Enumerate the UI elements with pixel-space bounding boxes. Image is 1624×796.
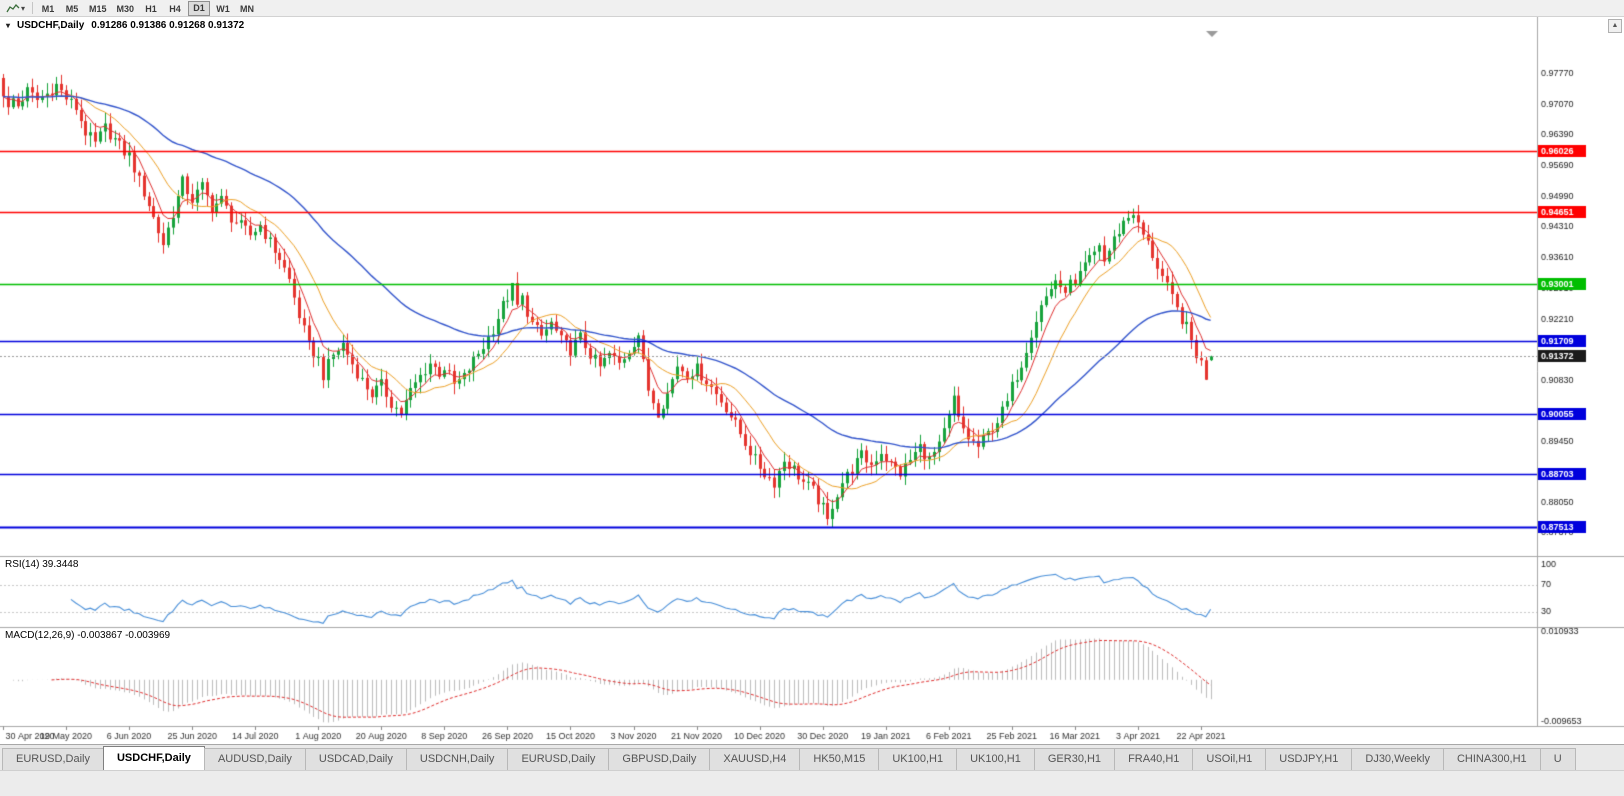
chart-ohlc-label: 0.91286 0.91386 0.91268 0.91372: [91, 20, 245, 31]
chart-tab-eurusd-daily[interactable]: EURUSD,Daily: [2, 748, 104, 770]
rsi-indicator-label: RSI(14) 39.3448: [5, 559, 79, 570]
chart-tab-fra40-h1[interactable]: FRA40,H1: [1114, 748, 1194, 770]
scrollbar-up-button[interactable]: ▲: [1608, 19, 1622, 33]
timeframe-button-h1[interactable]: H1: [145, 3, 157, 14]
chart-type-button[interactable]: ▾: [3, 1, 28, 16]
chart-tab-eurusd-daily[interactable]: EURUSD,Daily: [507, 748, 610, 770]
timeframe-button-h4[interactable]: H4: [169, 3, 181, 14]
timeframe-button-m15[interactable]: M15: [89, 3, 107, 14]
chart-tab-usdjpy-h1[interactable]: USDJPY,H1: [1265, 748, 1353, 770]
chart-tab-u[interactable]: U: [1539, 748, 1576, 770]
timeframe-toolbar: ▾ M1 M5 M15 M30 H1 H4 D1 W1 MN: [0, 0, 1624, 17]
timeframe-button-d1[interactable]: D1: [188, 0, 211, 16]
chart-tab-uk100-h1[interactable]: UK100,H1: [956, 748, 1035, 770]
chart-title: ▾ USDCHF,Daily 0.91286 0.91386 0.91268 0…: [6, 20, 244, 31]
chart-tab-ger30-h1[interactable]: GER30,H1: [1033, 748, 1116, 770]
chart-symbol-label: USDCHF,Daily: [17, 20, 85, 31]
timeframe-button-m30[interactable]: M30: [116, 3, 135, 14]
chart-window: ▾ USDCHF,Daily 0.91286 0.91386 0.91268 0…: [0, 17, 1624, 744]
chevron-down-icon: ▾: [21, 3, 26, 13]
timeframe-button-mn[interactable]: MN: [240, 3, 255, 14]
toolbar-separator: [32, 2, 34, 14]
chart-tab-uk100-h1[interactable]: UK100,H1: [878, 748, 958, 770]
chart-tab-bar: EURUSD,Daily USDCHF,Daily AUDUSD,Daily USDC…: [0, 744, 1624, 770]
price-chart-canvas[interactable]: [0, 17, 1624, 744]
status-bar: [0, 770, 1624, 796]
chart-tab-xauusd-h4[interactable]: XAUUSD,H4: [709, 748, 801, 770]
chart-tab-china300-h1[interactable]: CHINA300,H1: [1442, 748, 1541, 770]
chart-tab-audusd-daily[interactable]: AUDUSD,Daily: [203, 748, 306, 770]
timeframe-button-w1[interactable]: W1: [216, 3, 230, 14]
chart-tab-usdcnh-daily[interactable]: USDCNH,Daily: [405, 748, 509, 770]
timeframe-button-m1[interactable]: M1: [41, 3, 55, 14]
chart-tab-usdchf-daily[interactable]: USDCHF,Daily: [102, 746, 205, 770]
chart-tab-usoil-h1[interactable]: USOil,H1: [1192, 748, 1267, 770]
line-chart-icon: [6, 3, 20, 12]
macd-indicator-label: MACD(12,26,9) -0.003867 -0.003969: [5, 630, 171, 641]
timeframe-button-m5[interactable]: M5: [65, 3, 79, 14]
timeframe-buttons: M1 M5 M15 M30 H1 H4 D1 W1 MN: [37, 0, 258, 16]
collapse-triangle-icon[interactable]: ▾: [6, 21, 11, 30]
chart-tab-hk50-m15[interactable]: HK50,M15: [799, 748, 880, 770]
chart-tab-gbpusd-daily[interactable]: GBPUSD,Daily: [608, 748, 711, 770]
chart-tab-dj30-weekly[interactable]: DJ30,Weekly: [1351, 748, 1444, 770]
chart-tab-usdcad-daily[interactable]: USDCAD,Daily: [304, 748, 407, 770]
